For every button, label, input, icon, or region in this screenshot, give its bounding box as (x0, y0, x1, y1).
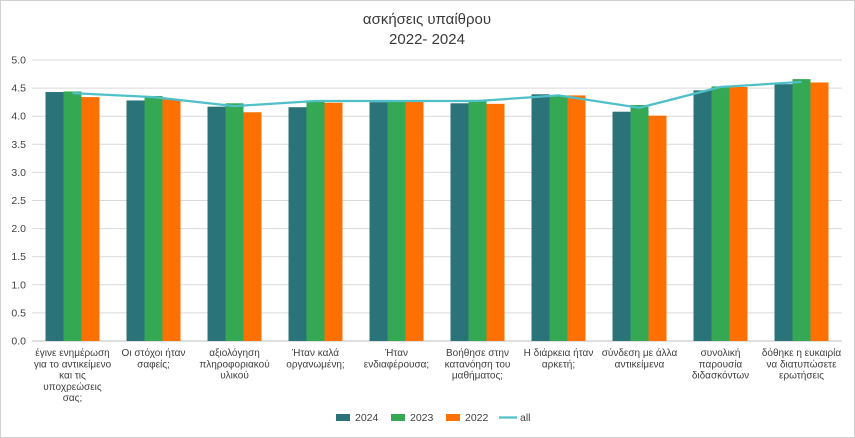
category-label-line: σύνδεση με άλλα (602, 347, 678, 359)
category-label-line: ερωτήσεις (779, 370, 824, 382)
bar-2024 (774, 84, 793, 341)
bar-2023 (711, 86, 730, 341)
legend-swatch-2022 (446, 414, 460, 421)
bar-2023 (792, 79, 811, 341)
bars (45, 79, 829, 342)
bar-2023 (468, 99, 487, 341)
category-label-line: και τις (59, 371, 86, 382)
category-label: αξιολόγηση πληροφοριακού υλικού (199, 347, 269, 382)
category-label-line: πληροφοριακού (199, 358, 269, 370)
bar-2024 (531, 94, 550, 341)
y-tick-label: 2.0 (11, 223, 26, 235)
category-label-line: έγινε ενημέρωση (35, 347, 109, 359)
category-label-line: αξιολόγηση (209, 347, 260, 359)
bar-2023 (225, 103, 244, 341)
category-label-line: Ήταν καλά (291, 347, 339, 359)
bar-2022 (486, 103, 505, 341)
bar-2022 (324, 102, 343, 341)
category-label: Ήταν ενδιαφέρουσα; (364, 348, 429, 370)
category-label-line: ενδιαφέρουσα; (364, 358, 429, 370)
bar-2022 (648, 115, 667, 341)
category-label-line: υλικού (220, 370, 249, 382)
category-label-line: υποχρεώσεις (43, 381, 102, 393)
category-label: Οι στόχοι ήταν σαφείς; (122, 347, 186, 370)
line-all (72, 80, 802, 109)
category-label-line: αρκετή; (542, 358, 575, 370)
bar-2022 (567, 95, 586, 341)
category-label: Η διάρκεια ήταν αρκετή; (524, 347, 594, 370)
bar-2024 (693, 90, 712, 342)
bar-2022 (405, 101, 424, 341)
bar-2024 (612, 111, 631, 341)
y-tick-label: 2.5 (11, 195, 26, 207)
bar-2022 (729, 86, 748, 341)
y-tick-label: 0.5 (11, 307, 26, 319)
category-label: έγινε ενημέρωση για το αντικείμενο και τις… (34, 347, 112, 404)
y-tick-label: 3.0 (11, 167, 26, 179)
bar-2024 (288, 107, 307, 341)
legend: 2024 2023 2022 all (336, 412, 531, 424)
chart-title: ασκήσεις υπαίθρου (363, 11, 491, 28)
category-label-line: κατανόηση του (445, 358, 511, 370)
y-axis-ticks: 0.0 0.5 1.0 1.5 2.0 2.5 3.0 3.5 4.0 4.5 5.0 (11, 55, 26, 348)
bar-2022 (162, 99, 181, 341)
chart-subtitle: 2022- 2024 (389, 31, 465, 48)
bar-2024 (207, 106, 226, 342)
category-label-line: μαθήματος; (452, 370, 503, 382)
legend-label-2024: 2024 (355, 412, 379, 424)
legend-swatch-2024 (336, 414, 350, 421)
bar-2022 (81, 97, 100, 341)
bar-2023 (630, 104, 649, 342)
x-axis-categories: έγινε ενημέρωση για το αντικείμενο και τις… (34, 347, 842, 404)
bar-2024 (450, 103, 469, 341)
y-tick-label: 0.0 (11, 336, 26, 348)
category-label: σύνδεση με άλλα αντικείμενα (602, 347, 678, 370)
category-label-line: Η διάρκεια ήταν (524, 347, 594, 359)
y-tick-label: 5.0 (11, 55, 26, 67)
category-label-line: για το αντικείμενο (34, 358, 112, 370)
bar-2023 (387, 101, 406, 341)
category-label-line: παρουσία (699, 358, 743, 370)
category-label: δόθηκε η ευκαιρία να διατυπώσετε ερωτήσεις (762, 347, 842, 382)
category-label-line: οργανωμένη; (286, 358, 344, 370)
category-label-line: σαφείς; (137, 358, 170, 370)
legend-swatch-2023 (391, 414, 405, 421)
category-label-line: σας; (63, 393, 83, 404)
y-tick-label: 1.0 (11, 279, 26, 291)
category-label-line: Οι στόχοι ήταν (122, 347, 186, 359)
bar-2023 (144, 95, 163, 341)
category-label-line: δόθηκε η ευκαιρία (762, 347, 842, 359)
category-label: Βοήθησε στην κατανόηση του μαθήματος; (445, 347, 511, 382)
category-label-line: να διατυπώσετε (766, 358, 837, 370)
bar-2024 (369, 102, 388, 342)
bar-2024 (126, 100, 145, 342)
y-tick-label: 4.0 (11, 111, 26, 123)
category-label: Ήταν καλά οργανωμένη; (286, 347, 344, 370)
line-series (72, 80, 802, 109)
bar-2024 (45, 92, 64, 341)
bar-2022 (243, 112, 262, 342)
bar-2023 (306, 101, 325, 341)
y-tick-label: 1.5 (11, 251, 26, 263)
category-label-line: Ήταν (384, 348, 408, 359)
bar-2023 (549, 95, 568, 341)
category-label-line: Βοήθησε στην (446, 347, 509, 359)
category-label-line: συνολική (701, 347, 741, 359)
y-tick-label: 3.5 (11, 139, 26, 151)
legend-label-2023: 2023 (410, 412, 434, 424)
y-tick-label: 4.5 (11, 83, 26, 95)
bar-2022 (810, 82, 829, 341)
category-label-line: διδασκόντων (692, 370, 749, 382)
category-label-line: αντικείμενα (615, 358, 665, 370)
legend-label-all: all (520, 412, 531, 424)
legend-label-2022: 2022 (465, 412, 489, 424)
category-label: συνολική παρουσία διδασκόντων (692, 347, 749, 382)
bar-2023 (63, 91, 82, 341)
